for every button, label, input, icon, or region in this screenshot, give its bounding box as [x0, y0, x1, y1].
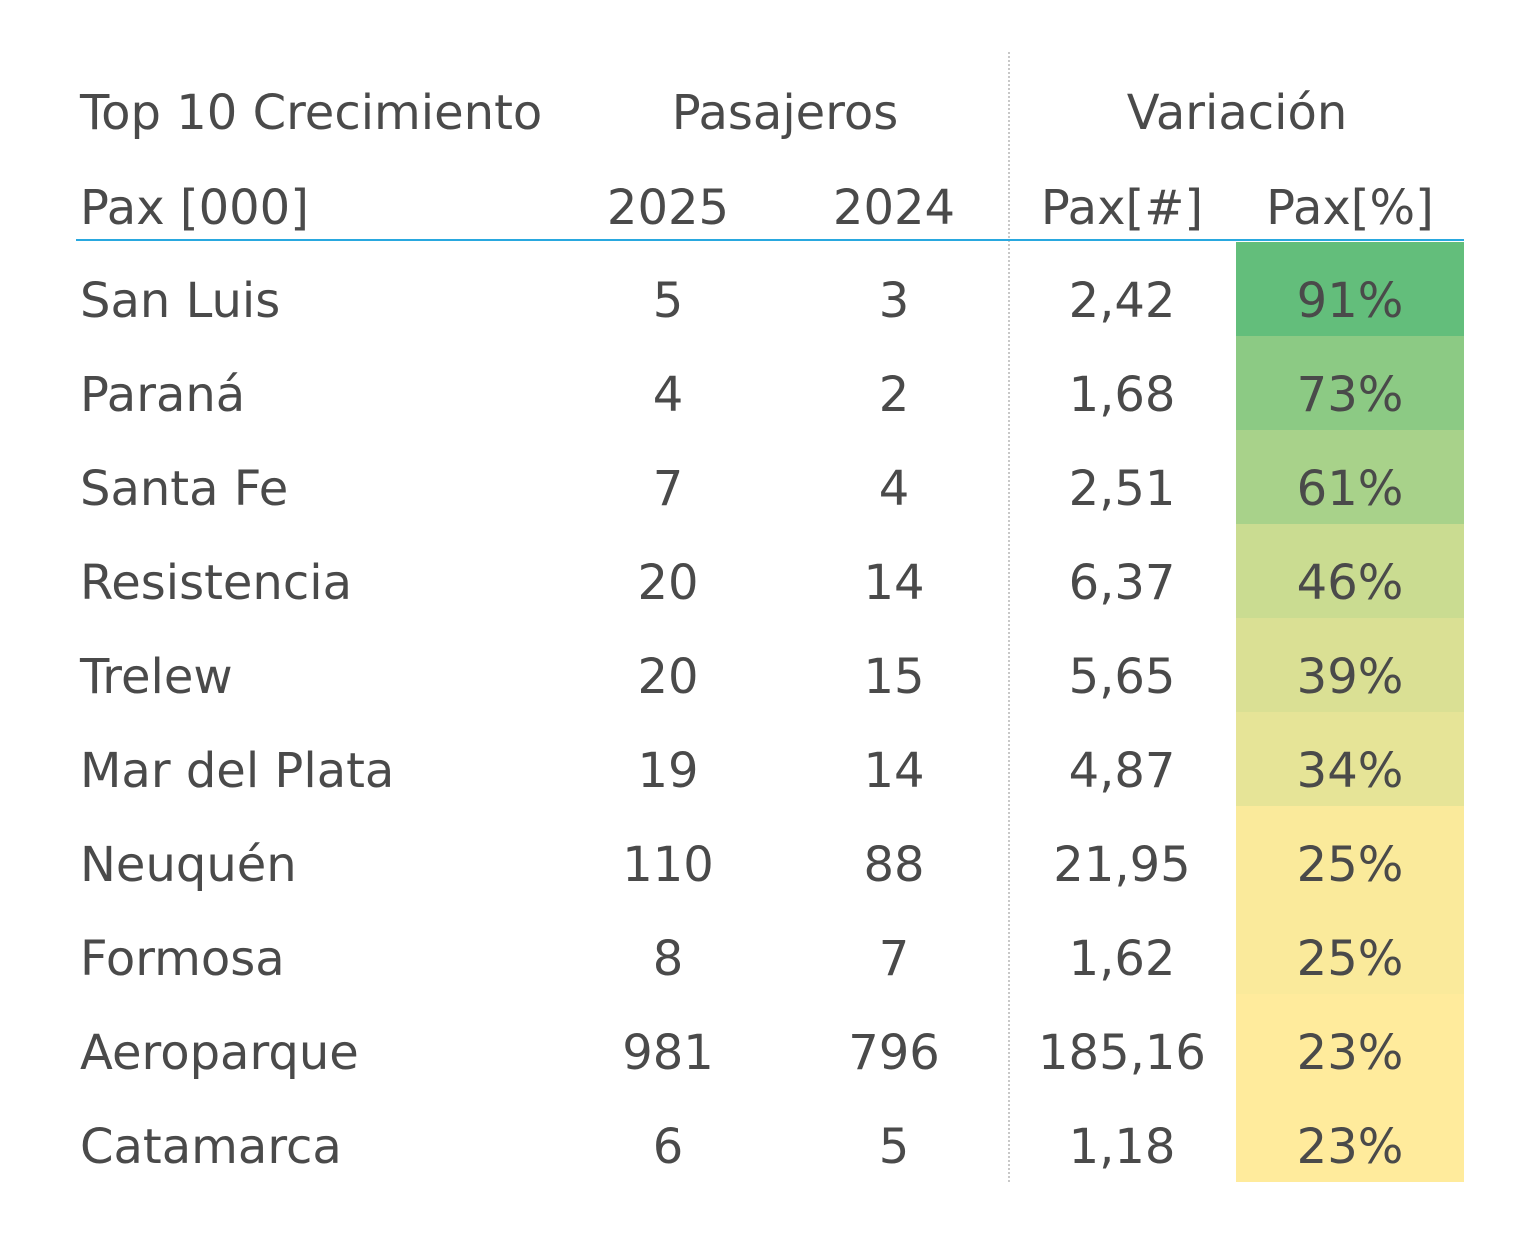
row-value-pax-num: 4,87 — [1068, 743, 1176, 799]
row-value-pax-pct: 73% — [1296, 367, 1404, 423]
heatmap-cell — [1236, 524, 1464, 618]
row-value-2024: 88 — [863, 837, 925, 893]
row-value-pax-num: 1,68 — [1068, 367, 1176, 423]
heatmap-cell — [1236, 430, 1464, 524]
row-value-pax-pct: 25% — [1296, 837, 1404, 893]
row-name: Neuquén — [80, 837, 297, 893]
row-value-pax-pct: 23% — [1296, 1119, 1404, 1175]
row-name: Formosa — [80, 931, 285, 987]
row-value-pax-pct: 23% — [1296, 1025, 1404, 1081]
row-value-pax-num: 5,65 — [1068, 649, 1176, 705]
heatmap-cell — [1236, 994, 1464, 1088]
heatmap-cell — [1236, 900, 1464, 994]
row-value-2024: 3 — [878, 273, 910, 329]
row-value-2024: 796 — [848, 1025, 940, 1081]
row-value-pax-num: 21,95 — [1053, 837, 1191, 893]
row-value-pax-num: 2,51 — [1068, 461, 1176, 517]
row-value-pax-pct: 34% — [1296, 743, 1404, 799]
row-name: Mar del Plata — [80, 743, 395, 799]
row-name: Aeroparque — [80, 1025, 359, 1081]
row-value-pax-num: 2,42 — [1068, 273, 1176, 329]
row-name: Paraná — [80, 367, 246, 423]
row-value-2025: 20 — [637, 649, 699, 705]
heatmap-cell — [1236, 1088, 1464, 1182]
row-value-pax-num: 1,62 — [1068, 931, 1176, 987]
table-title: Top 10 Crecimiento — [80, 85, 543, 141]
row-value-pax-num: 185,16 — [1038, 1025, 1206, 1081]
row-value-pax-pct: 39% — [1296, 649, 1404, 705]
row-value-2024: 5 — [878, 1119, 910, 1175]
heatmap-cell — [1236, 336, 1464, 430]
row-value-2025: 19 — [637, 743, 699, 799]
column-header-pax-000: Pax [000] — [80, 180, 309, 236]
row-value-2025: 20 — [637, 555, 699, 611]
row-value-2025: 5 — [652, 273, 684, 329]
row-name: Resistencia — [80, 555, 352, 611]
row-value-2025: 981 — [622, 1025, 714, 1081]
row-value-pax-pct: 91% — [1296, 273, 1404, 329]
header-rule — [76, 239, 1464, 241]
row-value-2025: 7 — [652, 461, 684, 517]
group-header-variation: Variación — [1126, 85, 1348, 141]
row-value-2025: 4 — [652, 367, 684, 423]
row-value-2024: 14 — [863, 743, 925, 799]
row-value-2025: 110 — [622, 837, 714, 893]
heatmap-cell — [1236, 712, 1464, 806]
row-value-2024: 7 — [878, 931, 910, 987]
row-value-pax-pct: 25% — [1296, 931, 1404, 987]
row-name: San Luis — [80, 273, 281, 329]
row-value-2024: 14 — [863, 555, 925, 611]
column-header-pax-num: Pax[#] — [1040, 180, 1204, 236]
column-header-2024: 2024 — [832, 180, 956, 236]
row-name: Santa Fe — [80, 461, 289, 517]
row-value-2024: 2 — [878, 367, 910, 423]
row-value-pax-pct: 61% — [1296, 461, 1404, 517]
row-value-pax-num: 6,37 — [1068, 555, 1176, 611]
column-header-2025: 2025 — [606, 180, 730, 236]
row-value-pax-num: 1,18 — [1068, 1119, 1176, 1175]
row-value-pax-pct: 46% — [1296, 555, 1404, 611]
group-header-passengers: Pasajeros — [671, 85, 899, 141]
row-value-2024: 15 — [863, 649, 925, 705]
row-name: Trelew — [80, 649, 233, 705]
row-value-2024: 4 — [878, 461, 910, 517]
heatmap-cell — [1236, 806, 1464, 900]
heatmap-cell — [1236, 618, 1464, 712]
column-header-pax-pct: Pax[%] — [1266, 180, 1434, 236]
row-name: Catamarca — [80, 1119, 342, 1175]
column-divider — [1008, 52, 1010, 1182]
row-value-2025: 6 — [652, 1119, 684, 1175]
row-value-2025: 8 — [652, 931, 684, 987]
heatmap-cell — [1236, 242, 1464, 336]
